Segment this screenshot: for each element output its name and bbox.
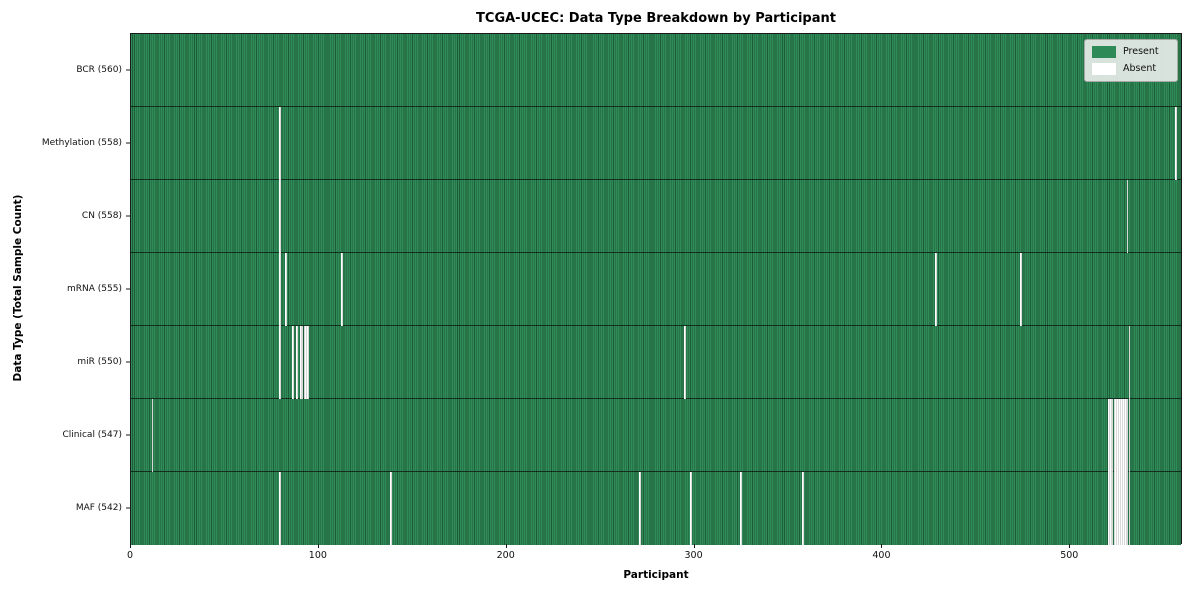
legend: Present Absent <box>1084 39 1178 82</box>
y-tick-mark <box>126 434 130 435</box>
absent-cell <box>279 180 281 253</box>
absent-cell <box>1113 472 1116 545</box>
chart-title: TCGA-UCEC: Data Type Breakdown by Partic… <box>476 11 836 26</box>
x-tick-mark <box>881 544 883 548</box>
absent-cell <box>341 253 343 326</box>
absent-cell <box>1107 399 1110 472</box>
absent-cell <box>1128 472 1131 545</box>
absent-cell <box>1128 326 1131 399</box>
absent-cell <box>1175 107 1178 180</box>
absent-cell <box>296 326 298 399</box>
absent-cell <box>1115 399 1118 472</box>
y-tick-label-CN: CN (558) <box>81 210 122 221</box>
absent-cell <box>689 472 692 545</box>
absent-cell <box>1019 253 1022 326</box>
absent-cell <box>1109 399 1112 472</box>
absent-cell <box>301 326 304 399</box>
x-tick-mark <box>130 544 131 548</box>
legend-swatch-present-icon <box>1092 46 1116 58</box>
heatmap-row-Clinical <box>131 399 1181 472</box>
absent-cell <box>684 326 686 399</box>
legend-swatch-absent-icon <box>1092 63 1116 75</box>
legend-item-present: Present <box>1092 46 1169 58</box>
absent-cell <box>1115 472 1118 545</box>
absent-cell <box>1111 472 1114 545</box>
absent-cell <box>1122 399 1125 472</box>
y-tick-mark <box>126 69 130 70</box>
y-tick-label-Methylation: Methylation (558) <box>41 137 122 148</box>
absent-cell <box>1113 399 1116 472</box>
heatmap-row-BCR <box>131 34 1181 107</box>
x-tick-label-200: 200 <box>496 550 515 561</box>
absent-cell <box>1124 472 1127 545</box>
heatmap-row-miR <box>131 326 1181 399</box>
heatmap-row-CN <box>131 180 1181 253</box>
y-tick-mark <box>126 142 130 143</box>
absent-cell <box>1117 399 1120 472</box>
y-tick-mark <box>126 507 130 508</box>
y-tick-mark <box>126 288 130 289</box>
heatmap-row-Methylation <box>131 107 1181 180</box>
legend-label-present: Present <box>1123 46 1159 57</box>
legend-item-absent: Absent <box>1092 63 1169 75</box>
absent-cell <box>151 399 154 472</box>
absent-cell <box>1128 399 1131 472</box>
x-tick-label-0: 0 <box>126 550 134 561</box>
absent-cell <box>299 326 302 399</box>
absent-cell <box>639 472 641 545</box>
x-tick-mark <box>317 544 319 548</box>
absent-cell <box>307 326 310 399</box>
x-tick-mark <box>693 544 695 548</box>
absent-cell <box>1111 399 1114 472</box>
absent-cell <box>1126 180 1129 253</box>
x-tick-label-100: 100 <box>308 550 327 561</box>
absent-cell <box>284 253 287 326</box>
y-tick-label-BCR: BCR (560) <box>76 64 122 75</box>
absent-cell <box>1119 472 1121 545</box>
absent-cell <box>802 472 805 545</box>
absent-cell <box>1119 399 1121 472</box>
heatmap-row-mRNA <box>131 253 1181 326</box>
absent-cell <box>1124 399 1127 472</box>
y-tick-mark <box>126 215 130 216</box>
y-tick-label-miR: miR (550) <box>77 356 122 367</box>
y-tick-label-mRNA: mRNA (555) <box>67 283 122 294</box>
x-tick-mark <box>505 544 507 548</box>
x-tick-label-500: 500 <box>1060 550 1079 561</box>
absent-cell <box>279 107 281 180</box>
absent-cell <box>279 253 281 326</box>
absent-cell <box>1117 472 1120 545</box>
x-tick-label-400: 400 <box>872 550 891 561</box>
absent-cell <box>1122 472 1125 545</box>
x-tick-mark <box>1069 544 1071 548</box>
y-tick-mark <box>126 361 130 362</box>
absent-cell <box>1121 472 1123 545</box>
x-axis-label: Participant <box>623 569 689 581</box>
legend-label-absent: Absent <box>1123 63 1157 74</box>
absent-cell <box>1126 472 1129 545</box>
absent-cell <box>292 326 295 399</box>
heatmap-row-MAF <box>131 472 1181 545</box>
absent-cell <box>389 472 392 545</box>
absent-cell <box>740 472 743 545</box>
absent-cell <box>1121 399 1123 472</box>
absent-cell <box>1126 399 1129 472</box>
absent-cell <box>1109 472 1112 545</box>
absent-cell <box>303 326 306 399</box>
plot-area <box>130 33 1182 545</box>
absent-cell <box>279 326 281 399</box>
absent-cell <box>935 253 938 326</box>
x-tick-label-300: 300 <box>684 550 703 561</box>
y-tick-label-MAF: MAF (542) <box>75 502 122 513</box>
absent-cell <box>305 326 308 399</box>
absent-cell <box>279 472 281 545</box>
absent-cell <box>1107 472 1110 545</box>
y-tick-label-Clinical: Clinical (547) <box>62 429 122 440</box>
